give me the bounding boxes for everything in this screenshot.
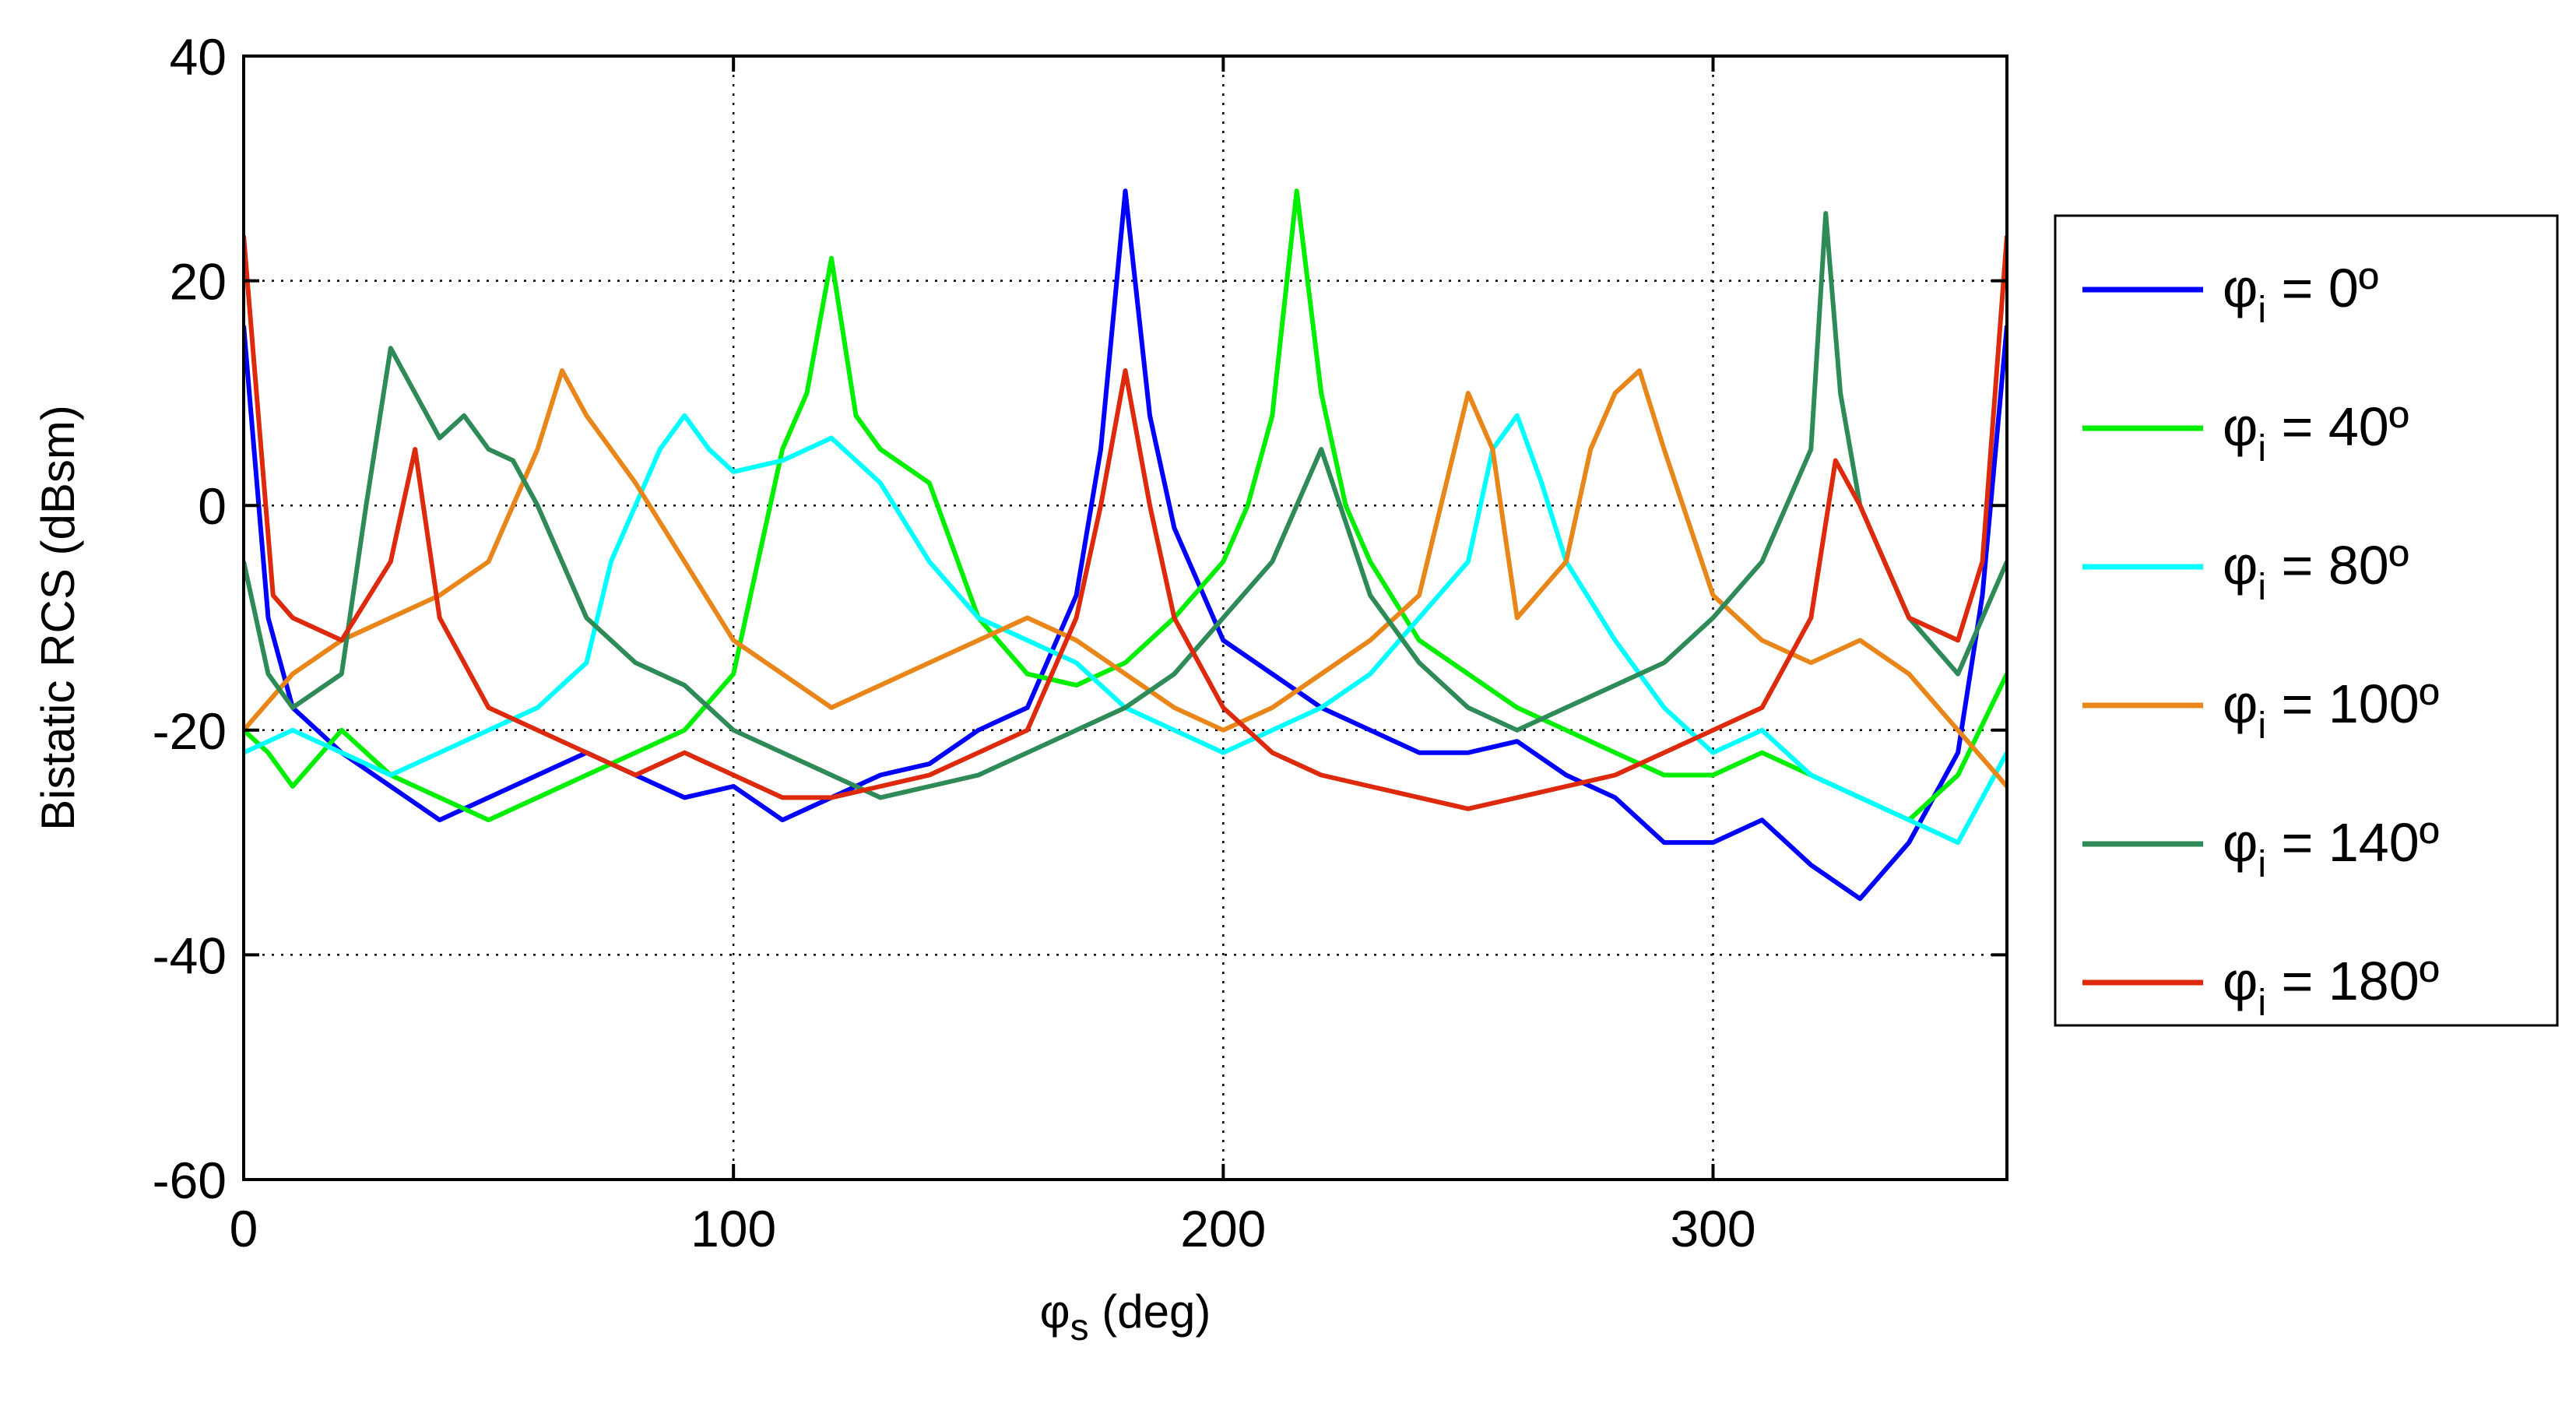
legend-entry-symbol: φ xyxy=(2223,812,2258,873)
series-line-1 xyxy=(244,188,2007,823)
x-tick-label: 100 xyxy=(691,1200,776,1257)
legend-entry-value: = 80º xyxy=(2266,535,2409,596)
y-tick-label: 40 xyxy=(170,28,227,86)
y-tick-label: -20 xyxy=(153,702,227,760)
series-layer xyxy=(244,188,2007,902)
y-axis-label: Bistatic RCS (dBsm) xyxy=(32,405,84,831)
x-tick-label: 200 xyxy=(1180,1200,1266,1257)
legend-entry-symbol: φ xyxy=(2223,258,2258,318)
x-axis-label-rest: (deg) xyxy=(1089,1285,1211,1338)
legend-entry-symbol: φ xyxy=(2223,535,2258,596)
x-axis-label: φs (deg) xyxy=(1040,1285,1211,1348)
x-tick-label: 0 xyxy=(230,1200,258,1257)
legend-box xyxy=(2054,214,2559,1027)
legend-entry-0: φi = 0º xyxy=(2223,258,2378,331)
legend-entry-sub: i xyxy=(2258,705,2266,747)
series-line-0 xyxy=(244,188,2007,902)
legend-entry-4: φi = 140º xyxy=(2223,812,2439,885)
legend-entry-value: = 0º xyxy=(2266,258,2378,318)
legend-entry-1: φi = 40º xyxy=(2223,396,2409,469)
tick-labels: 0 100 200 300 -60 -40 -20 0 20 40 xyxy=(153,28,1756,1257)
series-line-5 xyxy=(244,235,2007,811)
legend-entry-symbol: φ xyxy=(2223,673,2258,734)
y-tick-label: -40 xyxy=(153,927,227,984)
legend-entry-sub: i xyxy=(2258,844,2266,885)
x-axis-label-sub: s xyxy=(1070,1307,1089,1348)
legend-entry-value: = 100º xyxy=(2266,673,2439,734)
legend-entry-value: = 140º xyxy=(2266,812,2439,873)
legend-entry-3: φi = 100º xyxy=(2223,673,2439,747)
legend-entry-sub: i xyxy=(2258,428,2266,469)
legend-entry-sub: i xyxy=(2258,290,2266,331)
series-line-4 xyxy=(244,211,2007,800)
plot-frame xyxy=(242,55,2008,1181)
legend-entry-symbol: φ xyxy=(2223,951,2258,1011)
legend-entry-symbol: φ xyxy=(2223,396,2258,457)
x-tick-label: 300 xyxy=(1670,1200,1755,1257)
series-line-2 xyxy=(244,413,2007,846)
x-axis-label-main: φ xyxy=(1040,1285,1070,1338)
y-tick-label: 0 xyxy=(198,477,227,535)
y-tick-label: -60 xyxy=(153,1152,227,1209)
ticks xyxy=(242,55,2007,1181)
legend-entry-2: φi = 80º xyxy=(2223,535,2409,608)
legend-entry-sub: i xyxy=(2258,983,2266,1024)
legend-entry-sub: i xyxy=(2258,567,2266,608)
legend-entry-5: φi = 180º xyxy=(2223,951,2439,1024)
legend-entry-value: = 40º xyxy=(2266,396,2409,457)
legend-entry-value: = 180º xyxy=(2266,951,2439,1011)
y-tick-label: 20 xyxy=(170,253,227,311)
